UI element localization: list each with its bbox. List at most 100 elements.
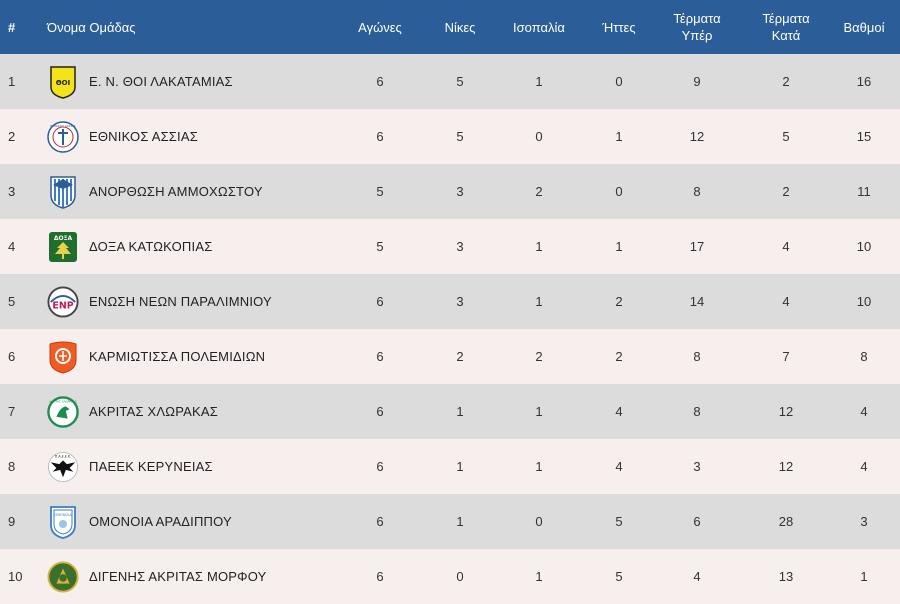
team-cell[interactable]: ΑΝΟΡΘΩΣΗ ΑΜΜΟΧΩΣΤΟΥ xyxy=(47,164,330,219)
wins-cell: 0 xyxy=(456,569,464,584)
losses-cell: 1 xyxy=(615,239,623,254)
team-logo-icon xyxy=(47,559,79,595)
table-row[interactable]: 3 ΑΝΟΡΘΩΣΗ ΑΜΜΟΧΩΣΤΟΥ 5 3 2 0 8 2 11 xyxy=(0,164,900,219)
goals-against-cell: 13 xyxy=(778,569,794,584)
wins-cell: 5 xyxy=(456,74,464,89)
points-cell: 1 xyxy=(860,569,868,584)
played-cell: 6 xyxy=(376,569,384,584)
table-row[interactable]: 8 Π.Α.Ε.Ε.Κ. ΠΑΕΕΚ ΚΕΡΥΝΕΙΑΣ 6 1 1 4 3 12 4 xyxy=(0,439,900,494)
wins-cell: 3 xyxy=(456,239,464,254)
table-row[interactable]: 4 ΔΟΞΑ ΔΟΞΑ ΚΑΤΩΚΟΠΙΑΣ 5 3 1 1 17 4 10 xyxy=(0,219,900,274)
goals-against-cell: 4 xyxy=(782,239,790,254)
table-row[interactable]: 5 ENP ΕΝΩΣΗ ΝΕΩΝ ΠΑΡΑΛΙΜΝΙΟΥ 6 3 1 2 14 4 10 xyxy=(0,274,900,329)
table-row[interactable]: 2 ΕΘΝΙΚΟΣ ΑΣΣΙΑΣ ΕΘΝΙΚΟΣ ΑΣΣΙΑΣ 6 5 0 1 12 5 15 xyxy=(0,109,900,164)
team-name[interactable]: ΔΙΓΕΝΗΣ ΑΚΡΙΤΑΣ ΜΟΡΦΟΥ xyxy=(89,569,267,584)
header-goals-against[interactable]: Τέρματα Κατά xyxy=(744,0,828,54)
team-logo-icon: ΘΟΙ xyxy=(47,64,79,100)
svg-text:ΘΟΙ: ΘΟΙ xyxy=(56,79,71,87)
team-cell[interactable]: ENP ΕΝΩΣΗ ΝΕΩΝ ΠΑΡΑΛΙΜΝΙΟΥ xyxy=(47,274,330,329)
team-cell[interactable]: ΕΘΝΙΚΟΣ ΑΣΣΙΑΣ ΕΘΝΙΚΟΣ ΑΣΣΙΑΣ xyxy=(47,109,330,164)
draws-cell: 1 xyxy=(535,459,543,474)
table-row[interactable]: 10 ΔΙΓΕΝΗΣ ΑΚΡΙΤΑΣ ΜΟΡΦΟΥ 6 0 1 5 4 13 1 xyxy=(0,549,900,604)
team-name[interactable]: ΔΟΞΑ ΚΑΤΩΚΟΠΙΑΣ xyxy=(89,239,213,254)
draws-cell: 1 xyxy=(535,569,543,584)
losses-cell: 5 xyxy=(615,569,623,584)
header-row: # Όνομα Ομάδας Αγώνες Νίκες Ισοπαλία Ήττ… xyxy=(0,0,900,54)
goals-against-cell: 12 xyxy=(778,459,794,474)
draws-cell: 2 xyxy=(535,349,543,364)
team-cell[interactable]: ΑΚΡΙΤΑΣ ΧΛΩΡΑΚΑΣ ΑΚΡΙΤΑΣ ΧΛΩΡΑΚΑΣ xyxy=(47,384,330,439)
header-wins[interactable]: Νίκες xyxy=(444,19,476,35)
goals-against-cell: 2 xyxy=(782,74,790,89)
team-cell[interactable]: ΟΜΟΝΟΙΑ ΟΜΟΝΟΙΑ ΑΡΑΔΙΠΠΟΥ xyxy=(47,494,330,549)
team-cell[interactable]: Π.Α.Ε.Ε.Κ. ΠΑΕΕΚ ΚΕΡΥΝΕΙΑΣ xyxy=(47,439,330,494)
wins-cell: 2 xyxy=(456,349,464,364)
goals-for-cell: 8 xyxy=(693,349,701,364)
points-cell: 3 xyxy=(860,514,868,529)
svg-text:ΑΚΡΙΤΑΣ ΧΛΩΡΑΚΑΣ: ΑΚΡΙΤΑΣ ΧΛΩΡΑΚΑΣ xyxy=(49,399,77,403)
points-cell: 15 xyxy=(856,129,872,144)
position-cell: 9 xyxy=(8,514,16,529)
team-logo-icon xyxy=(47,174,79,210)
wins-cell: 1 xyxy=(456,459,464,474)
header-draws[interactable]: Ισοπαλία xyxy=(513,19,565,35)
table-row[interactable]: 7 ΑΚΡΙΤΑΣ ΧΛΩΡΑΚΑΣ ΑΚΡΙΤΑΣ ΧΛΩΡΑΚΑΣ 6 1 1 4 8 12… xyxy=(0,384,900,439)
position-cell: 2 xyxy=(8,129,16,144)
team-name[interactable]: ΑΝΟΡΘΩΣΗ ΑΜΜΟΧΩΣΤΟΥ xyxy=(89,184,263,199)
draws-cell: 1 xyxy=(535,74,543,89)
played-cell: 5 xyxy=(376,184,384,199)
table-row[interactable]: 6 ΚΑΡΜΙΩΤΙΣΣΑ ΠΟΛΕΜΙΔΙΩΝ 6 2 2 2 8 7 8 xyxy=(0,329,900,384)
wins-cell: 5 xyxy=(456,129,464,144)
team-cell[interactable]: ΘΟΙ Ε. Ν. ΘΟΙ ΛΑΚΑΤΑΜΙΑΣ xyxy=(47,54,330,109)
played-cell: 6 xyxy=(376,349,384,364)
team-cell[interactable]: ΚΑΡΜΙΩΤΙΣΣΑ ΠΟΛΕΜΙΔΙΩΝ xyxy=(47,329,330,384)
points-cell: 8 xyxy=(860,349,868,364)
losses-cell: 5 xyxy=(615,514,623,529)
team-logo-icon: ΑΚΡΙΤΑΣ ΧΛΩΡΑΚΑΣ xyxy=(47,394,79,430)
header-played[interactable]: Αγώνες xyxy=(358,19,402,35)
team-name[interactable]: ΠΑΕΕΚ ΚΕΡΥΝΕΙΑΣ xyxy=(89,459,213,474)
team-name[interactable]: Ε. Ν. ΘΟΙ ΛΑΚΑΤΑΜΙΑΣ xyxy=(89,74,233,89)
position-cell: 7 xyxy=(8,404,16,419)
header-pos[interactable]: # xyxy=(8,19,16,35)
header-goals-against-line2: Κατά xyxy=(771,28,801,43)
draws-cell: 0 xyxy=(535,514,543,529)
draws-cell: 0 xyxy=(535,129,543,144)
goals-for-cell: 9 xyxy=(693,74,701,89)
losses-cell: 2 xyxy=(615,294,623,309)
team-cell[interactable]: ΔΙΓΕΝΗΣ ΑΚΡΙΤΑΣ ΜΟΡΦΟΥ xyxy=(47,549,330,604)
table-row[interactable]: 9 ΟΜΟΝΟΙΑ ΟΜΟΝΟΙΑ ΑΡΑΔΙΠΠΟΥ 6 1 0 5 6 28 3 xyxy=(0,494,900,549)
team-cell[interactable]: ΔΟΞΑ ΔΟΞΑ ΚΑΤΩΚΟΠΙΑΣ xyxy=(47,219,330,274)
draws-cell: 2 xyxy=(535,184,543,199)
header-losses[interactable]: Ήττες xyxy=(602,19,636,35)
position-cell: 3 xyxy=(8,184,16,199)
draws-cell: 1 xyxy=(535,239,543,254)
played-cell: 6 xyxy=(376,74,384,89)
team-logo-icon: ΕΘΝΙΚΟΣ ΑΣΣΙΑΣ xyxy=(47,119,79,155)
svg-text:ΕΘΝΙΚΟΣ ΑΣΣΙΑΣ: ΕΘΝΙΚΟΣ ΑΣΣΙΑΣ xyxy=(50,124,75,128)
team-name[interactable]: ΚΑΡΜΙΩΤΙΣΣΑ ΠΟΛΕΜΙΔΙΩΝ xyxy=(89,349,266,364)
goals-against-cell: 7 xyxy=(782,349,790,364)
losses-cell: 4 xyxy=(615,459,623,474)
goals-for-cell: 17 xyxy=(689,239,705,254)
svg-text:ΟΜΟΝΟΙΑ: ΟΜΟΝΟΙΑ xyxy=(54,513,72,517)
team-name[interactable]: ΕΝΩΣΗ ΝΕΩΝ ΠΑΡΑΛΙΜΝΙΟΥ xyxy=(89,294,272,309)
losses-cell: 0 xyxy=(615,184,623,199)
header-goals-for[interactable]: Τέρματα Υπέρ xyxy=(650,0,744,54)
goals-for-cell: 4 xyxy=(693,569,701,584)
position-cell: 4 xyxy=(8,239,16,254)
header-goals-for-line1: Τέρματα xyxy=(673,11,721,26)
draws-cell: 1 xyxy=(535,404,543,419)
table-row[interactable]: 1 ΘΟΙ Ε. Ν. ΘΟΙ ΛΑΚΑΤΑΜΙΑΣ 6 5 1 0 9 2 16 xyxy=(0,54,900,109)
team-logo-icon xyxy=(47,339,79,375)
team-name[interactable]: ΕΘΝΙΚΟΣ ΑΣΣΙΑΣ xyxy=(89,129,198,144)
team-name[interactable]: ΟΜΟΝΟΙΑ ΑΡΑΔΙΠΠΟΥ xyxy=(89,514,232,529)
header-team[interactable]: Όνομα Ομάδας xyxy=(47,19,136,35)
wins-cell: 1 xyxy=(456,404,464,419)
goals-against-cell: 28 xyxy=(778,514,794,529)
header-points[interactable]: Βαθμοί xyxy=(843,19,885,35)
losses-cell: 1 xyxy=(615,129,623,144)
goals-against-cell: 4 xyxy=(782,294,790,309)
header-goals-against-line1: Τέρματα xyxy=(762,11,810,26)
team-name[interactable]: ΑΚΡΙΤΑΣ ΧΛΩΡΑΚΑΣ xyxy=(89,404,218,419)
